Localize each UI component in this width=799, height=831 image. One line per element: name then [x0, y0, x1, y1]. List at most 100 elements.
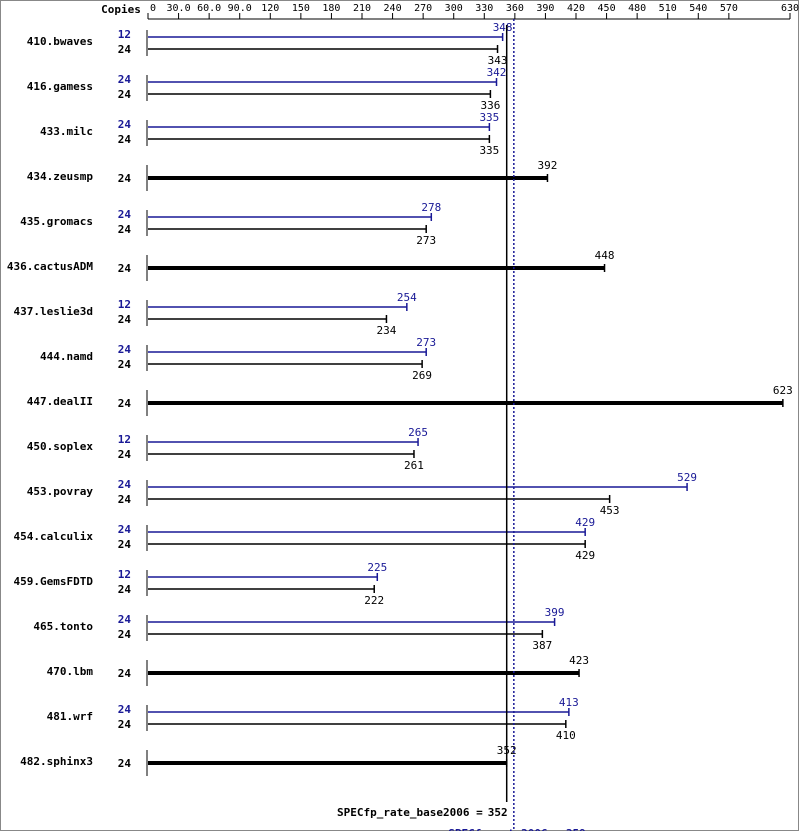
peak-metric-label: SPECfp_rate2006 = — [448, 827, 561, 831]
benchmark-name: 434.zeusmp — [27, 170, 94, 183]
peak-copies: 24 — [118, 478, 132, 491]
peak-copies: 24 — [118, 208, 132, 221]
base-copies: 24 — [118, 262, 132, 275]
peak-label: 529 — [677, 471, 697, 484]
base-copies: 24 — [118, 583, 132, 596]
benchmark-name: 450.soplex — [27, 440, 94, 453]
benchmark-name: 437.leslie3d — [14, 305, 93, 318]
x-tick-label: 0 — [150, 3, 156, 14]
benchmark-name: 416.gamess — [27, 80, 93, 93]
base-copies: 24 — [118, 538, 132, 551]
benchmark-name: 470.lbm — [47, 665, 94, 678]
base-label: 392 — [538, 159, 558, 172]
peak-copies: 12 — [118, 298, 131, 311]
peak-label: 429 — [575, 516, 595, 529]
benchmark-name: 444.namd — [40, 350, 93, 363]
benchmark-name: 465.tonto — [33, 620, 93, 633]
base-copies: 24 — [118, 43, 132, 56]
x-tick-label: 510 — [659, 3, 677, 14]
benchmark-name: 453.povray — [27, 485, 94, 498]
base-copies: 24 — [118, 628, 132, 641]
base-label: 429 — [575, 549, 595, 562]
peak-copies: 24 — [118, 613, 132, 626]
peak-label: 265 — [408, 426, 428, 439]
x-tick-label: 450 — [598, 3, 616, 14]
x-tick-label: 60.0 — [197, 3, 221, 14]
x-tick-label: 240 — [384, 3, 402, 14]
base-label: 336 — [480, 99, 500, 112]
x-tick-label: 390 — [536, 3, 554, 14]
peak-label: 399 — [545, 606, 565, 619]
base-label: 448 — [595, 249, 615, 262]
base-metric-label: SPECfp_rate_base2006 = — [337, 806, 483, 819]
peak-label: 413 — [559, 696, 579, 709]
benchmark-name: 447.dealII — [27, 395, 93, 408]
peak-copies: 12 — [118, 568, 131, 581]
peak-label: 225 — [367, 561, 387, 574]
x-tick-label: 30.0 — [167, 3, 191, 14]
peak-label: 348 — [493, 21, 513, 34]
x-tick-label: 570 — [720, 3, 738, 14]
base-label: 269 — [412, 369, 432, 382]
x-tick-label: 420 — [567, 3, 585, 14]
base-copies: 24 — [118, 358, 132, 371]
x-tick-label: 90.0 — [228, 3, 252, 14]
x-tick-label: 150 — [292, 3, 310, 14]
peak-copies: 24 — [118, 118, 132, 131]
base-label: 222 — [364, 594, 384, 607]
x-tick-label: 330 — [475, 3, 493, 14]
x-tick-label: 180 — [322, 3, 340, 14]
benchmark-name: 435.gromacs — [20, 215, 93, 228]
base-label: 453 — [600, 504, 620, 517]
base-label: 335 — [479, 144, 499, 157]
peak-copies: 12 — [118, 433, 131, 446]
base-copies: 24 — [118, 757, 132, 770]
x-tick-label: 540 — [689, 3, 707, 14]
benchmark-name: 454.calculix — [14, 530, 94, 543]
base-copies: 24 — [118, 448, 132, 461]
peak-label: 273 — [416, 336, 436, 349]
peak-metric-value: 359 — [566, 827, 586, 831]
base-copies: 24 — [118, 397, 132, 410]
base-copies: 24 — [118, 88, 132, 101]
peak-copies: 24 — [118, 73, 132, 86]
base-label: 623 — [773, 384, 793, 397]
peak-label: 335 — [479, 111, 499, 124]
x-tick-label: 270 — [414, 3, 432, 14]
base-label: 410 — [556, 729, 576, 742]
peak-copies: 24 — [118, 343, 132, 356]
benchmark-name: 481.wrf — [47, 710, 93, 723]
base-label: 234 — [377, 324, 397, 337]
base-copies: 24 — [118, 223, 132, 236]
peak-label: 278 — [421, 201, 441, 214]
base-copies: 24 — [118, 667, 132, 680]
benchmark-name: 482.sphinx3 — [20, 755, 93, 768]
peak-copies: 12 — [118, 28, 131, 41]
peak-copies: 24 — [118, 703, 132, 716]
benchmark-name: 410.bwaves — [27, 35, 93, 48]
base-label: 261 — [404, 459, 424, 472]
base-label: 343 — [488, 54, 508, 67]
x-tick-label: 360 — [506, 3, 524, 14]
axis-label: Copies — [101, 3, 141, 16]
base-copies: 24 — [118, 718, 132, 731]
peak-copies: 24 — [118, 523, 132, 536]
x-tick-label: 120 — [261, 3, 279, 14]
base-copies: 24 — [118, 313, 132, 326]
x-tick-label: 300 — [445, 3, 463, 14]
benchmark-name: 459.GemsFDTD — [14, 575, 94, 588]
x-tick-label: 210 — [353, 3, 371, 14]
x-tick-label: 480 — [628, 3, 646, 14]
peak-label: 342 — [487, 66, 507, 79]
base-copies: 24 — [118, 172, 132, 185]
base-metric-value: 352 — [488, 806, 508, 819]
peak-label: 254 — [397, 291, 417, 304]
x-tick-label: 630 — [781, 3, 799, 14]
base-label: 273 — [416, 234, 436, 247]
base-label: 423 — [569, 654, 589, 667]
base-label: 387 — [532, 639, 552, 652]
base-copies: 24 — [118, 133, 132, 146]
base-copies: 24 — [118, 493, 132, 506]
benchmark-name: 436.cactusADM — [7, 260, 93, 273]
